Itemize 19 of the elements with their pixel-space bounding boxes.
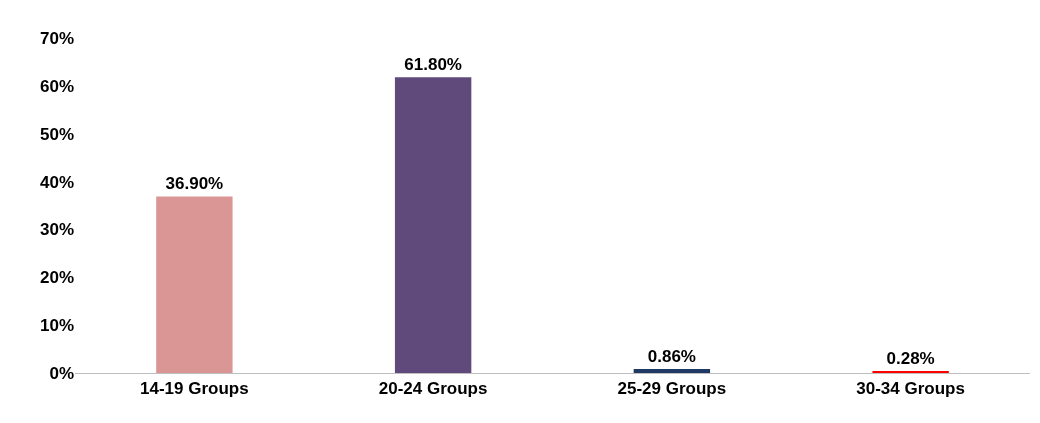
y-tick-label: 50% [39, 124, 74, 144]
y-tick-label: 10% [39, 316, 74, 336]
x-tick-label: 20-24 Groups [378, 379, 488, 399]
data-label: 36.90% [165, 174, 224, 194]
bar [156, 196, 233, 373]
y-tick-label: 40% [39, 172, 74, 192]
y-tick-label: 30% [39, 220, 74, 240]
y-tick-label: 70% [39, 28, 74, 48]
data-label: 0.28% [886, 349, 935, 368]
data-label: 61.80% [404, 55, 462, 75]
y-tick-label: 20% [39, 268, 74, 288]
y-tick-label: 60% [39, 76, 74, 96]
x-tick-label: 30-34 Groups [856, 379, 965, 399]
y-tick-label: 0% [49, 363, 74, 383]
bar [633, 368, 711, 373]
data-label: 0.86% [647, 346, 696, 366]
x-tick-label: 14-19 Groups [140, 379, 249, 399]
bar [394, 77, 472, 373]
x-tick-label: 25-29 Groups [617, 379, 727, 399]
